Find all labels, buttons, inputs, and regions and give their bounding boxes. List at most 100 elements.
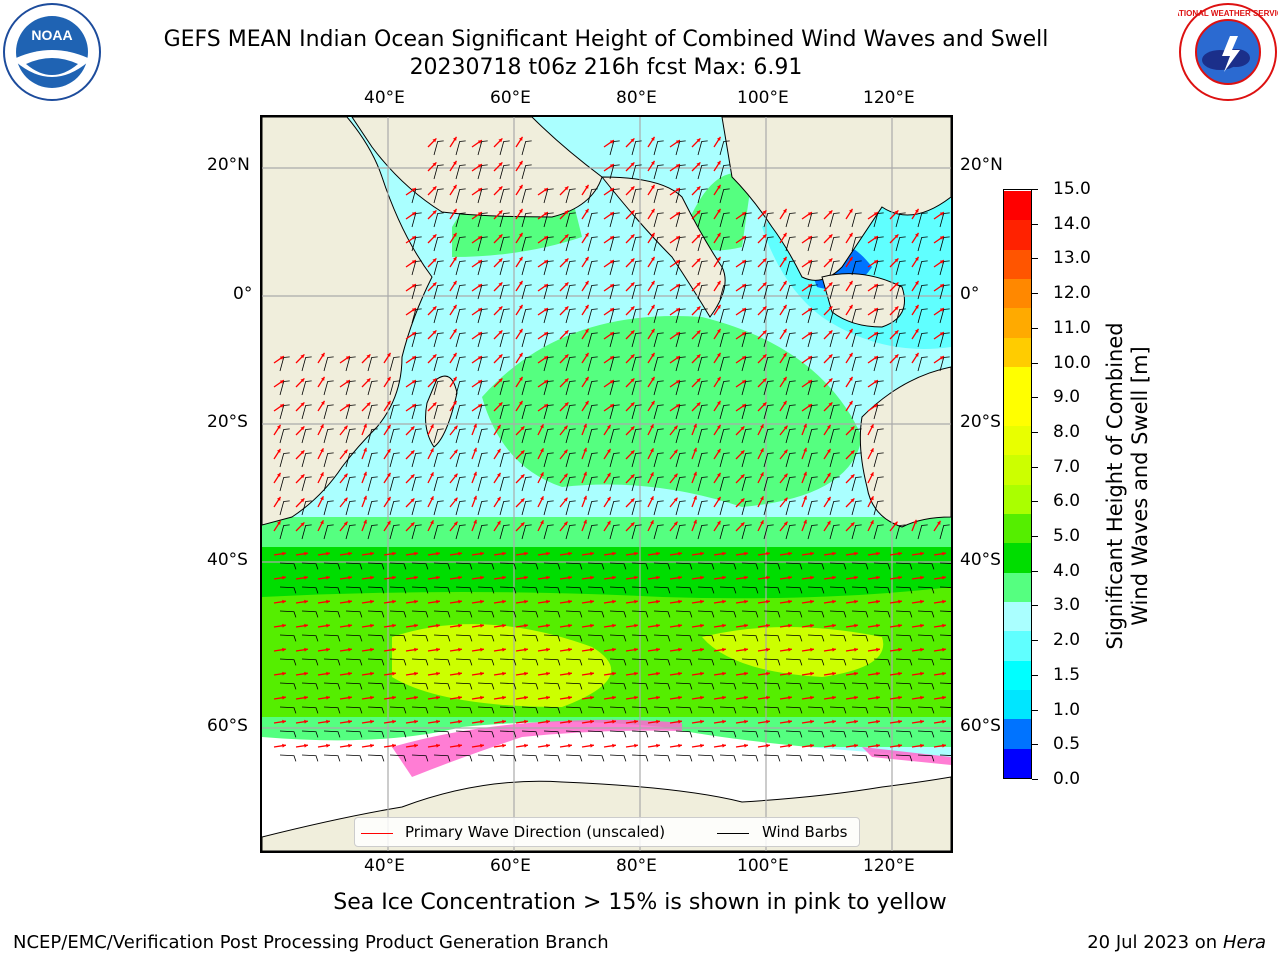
wind-barb (719, 452, 730, 468)
wind-barb (697, 610, 715, 618)
colorbar-tick-mark (1032, 431, 1038, 433)
colorbar-label: Significant Height of Combined Wind Wave… (1103, 322, 1152, 650)
wave-direction-arrowhead (609, 284, 614, 288)
svg-text:NOAA: NOAA (31, 27, 72, 43)
wave-direction-arrowhead (583, 423, 587, 428)
wave-direction-arrowhead (519, 160, 523, 165)
wind-barb (455, 260, 466, 276)
wind-barb (851, 586, 869, 594)
wind-barb (433, 164, 444, 180)
wind-barb (829, 404, 840, 420)
wave-direction-arrowhead (477, 308, 482, 312)
wave-direction-swatch (361, 833, 393, 834)
wind-barb (345, 754, 363, 762)
wave-direction-arrowhead (722, 647, 726, 652)
wind-barb (367, 428, 378, 444)
wind-barb (631, 188, 642, 204)
wind-barb (741, 380, 752, 396)
wave-direction-arrowhead (783, 400, 787, 405)
wind-barb (521, 188, 532, 204)
wave-direction-arrowhead (675, 212, 680, 216)
wind-barb (785, 658, 803, 666)
wind-barb (455, 476, 466, 492)
wind-barb (939, 706, 951, 708)
wave-direction-arrowhead (894, 330, 899, 335)
wave-direction-arrowhead (563, 425, 568, 430)
wind-barb (763, 730, 781, 738)
wave-direction-arrowhead (480, 695, 484, 700)
wind-barb (697, 428, 708, 444)
wave-direction-arrowhead (590, 575, 594, 580)
wave-direction-arrowhead (722, 575, 726, 580)
wave-direction-arrowhead (300, 378, 305, 383)
wind-barb (609, 500, 620, 516)
wind-barb (807, 428, 818, 444)
wind-barb (807, 634, 825, 642)
wave-direction-arrowhead (524, 671, 528, 676)
wave-direction-arrowhead (696, 162, 701, 167)
wind-barb (851, 500, 862, 516)
wave-direction-arrowhead (630, 330, 635, 335)
wave-direction-arrowhead (348, 671, 352, 676)
wave-direction-arrowhead (473, 447, 477, 452)
wind-barb (301, 730, 319, 738)
wave-direction-arrowhead (502, 695, 506, 700)
wave-direction-arrowhead (363, 423, 367, 428)
wind-barb (873, 212, 884, 228)
wave-direction-arrowhead (282, 671, 286, 676)
wave-direction-arrowhead (430, 448, 434, 453)
wind-barb (411, 682, 429, 690)
wave-direction-arrowhead (366, 378, 371, 383)
wave-direction-arrowhead (585, 304, 589, 309)
wave-direction-arrowhead (783, 449, 788, 454)
wind-barb (917, 284, 928, 300)
wind-barb (851, 284, 862, 300)
wind-barb (609, 188, 620, 204)
wind-barb (829, 586, 847, 594)
wave-direction-arrowhead (568, 623, 572, 628)
wave-direction-arrowhead (876, 623, 880, 628)
wind-barb (455, 562, 473, 570)
wave-direction-arrowhead (497, 472, 501, 477)
wave-direction-arrowhead (760, 424, 764, 429)
wave-direction-arrowhead (920, 623, 924, 628)
colorbar-segment (1004, 748, 1031, 778)
wave-direction-arrowhead (803, 495, 807, 500)
wave-direction-arrowhead (870, 472, 874, 477)
colorbar-tick-label: 1.5 (1053, 664, 1081, 685)
wind-barb (631, 634, 649, 642)
wind-barb (455, 332, 466, 348)
wave-direction-arrowhead (345, 356, 350, 360)
wave-direction-arrowhead (543, 356, 548, 360)
wind-barb (565, 562, 583, 570)
wave-direction-arrowhead (519, 280, 523, 285)
wind-barb (653, 356, 664, 372)
wind-barb (543, 634, 561, 642)
wave-direction-arrowhead (585, 256, 589, 261)
wave-direction-arrowhead (498, 162, 503, 167)
wave-direction-arrowhead (898, 623, 902, 628)
lat-label-left: 40°S (207, 550, 248, 570)
colorbar-segment (1004, 513, 1031, 544)
wave-direction-arrowhead (807, 404, 812, 408)
wave-direction-arrowhead (411, 284, 416, 288)
wind-barb (521, 706, 539, 714)
wind-barb (697, 404, 708, 420)
wind-barb (279, 356, 290, 372)
wave-direction-arrowhead (656, 695, 660, 700)
wind-barb (433, 524, 444, 540)
wave-direction-arrowhead (722, 695, 726, 700)
wind-barb (521, 404, 532, 420)
wind-barb (301, 682, 319, 690)
wind-barb (455, 524, 466, 540)
colorbar-segment (1004, 630, 1031, 661)
wave-direction-arrowhead (321, 400, 325, 405)
wave-direction-arrowhead (717, 520, 721, 525)
wave-direction-arrowhead (783, 280, 787, 285)
wave-direction-arrowhead (762, 378, 767, 383)
wind-barb (521, 658, 539, 666)
wind-barb (917, 658, 935, 666)
wave-direction-arrowhead (432, 402, 437, 407)
wind-barb (829, 682, 847, 690)
wind-barb (543, 754, 561, 762)
